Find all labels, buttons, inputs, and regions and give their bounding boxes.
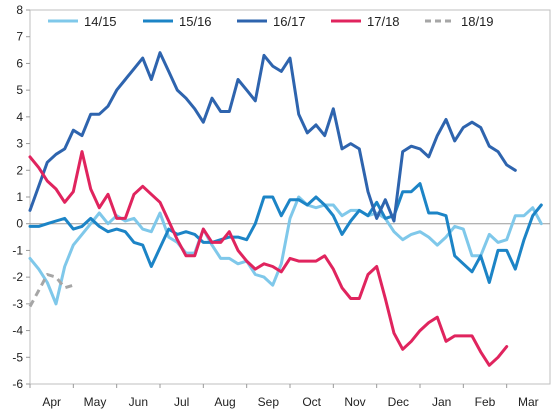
series-line-18-19 [28, 273, 74, 308]
y-tick-label: 0 [16, 217, 23, 231]
series-line-16-17 [28, 51, 517, 223]
y-tick-label: -1 [12, 243, 23, 257]
x-tick-label: Aug [214, 395, 235, 409]
x-tick-label: Apr [42, 395, 61, 409]
x-tick-label: Sep [258, 395, 280, 409]
series-line-14-15 [28, 195, 543, 306]
legend-label-17-18: 17/18 [367, 14, 400, 29]
x-tick-label: Dec [388, 395, 409, 409]
y-tick-label: 2 [16, 163, 23, 177]
y-tick-label: -4 [12, 324, 23, 338]
x-tick-label: Jan [432, 395, 451, 409]
x-tick-label: Oct [302, 395, 321, 409]
y-tick-label: 7 [16, 30, 23, 44]
x-tick-label: Jul [174, 395, 189, 409]
y-tick-label: -3 [12, 297, 23, 311]
y-tick-label: -5 [12, 350, 23, 364]
y-tick-label: 8 [16, 3, 23, 17]
legend-label-16-17: 16/17 [273, 14, 306, 29]
x-tick-label: Jun [129, 395, 148, 409]
y-tick-label: 1 [16, 190, 23, 204]
x-tick-label: Mar [518, 395, 539, 409]
x-tick-label: Feb [475, 395, 496, 409]
x-tick-label: Nov [344, 395, 365, 409]
x-tick-label: May [84, 395, 107, 409]
y-tick-label: 3 [16, 137, 23, 151]
y-tick-label: 5 [16, 83, 23, 97]
legend-label-14-15: 14/15 [84, 14, 117, 29]
y-tick-label: -2 [12, 270, 23, 284]
legend-label-18-19: 18/19 [461, 14, 494, 29]
series-line-15-16 [28, 182, 543, 284]
y-tick-label: -6 [12, 377, 23, 391]
y-tick-label: 4 [16, 110, 23, 124]
y-tick-label: 6 [16, 56, 23, 70]
legend-label-15-16: 15/16 [179, 14, 212, 29]
series-line-17-18 [28, 150, 509, 367]
